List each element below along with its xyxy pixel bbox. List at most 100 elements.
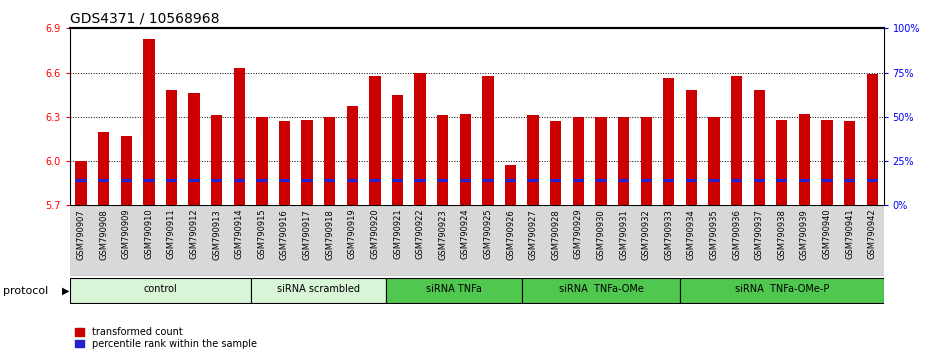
Bar (527, 115, 538, 205)
Bar (590, 205, 612, 276)
Text: GSM790937: GSM790937 (754, 209, 764, 260)
Bar (641, 179, 652, 182)
Bar (483, 179, 494, 182)
Bar (522, 205, 544, 276)
Bar (296, 205, 318, 276)
Bar (211, 115, 222, 205)
Bar (318, 205, 341, 276)
Legend: transformed count, percentile rank within the sample: transformed count, percentile rank withi… (74, 327, 257, 349)
Text: siRNA  TNFa-OMe: siRNA TNFa-OMe (559, 284, 644, 294)
Bar (799, 114, 810, 205)
Text: GSM790910: GSM790910 (144, 209, 153, 259)
Bar (301, 179, 312, 182)
Bar (505, 179, 516, 182)
Text: GSM790932: GSM790932 (642, 209, 651, 259)
Text: GSM790940: GSM790940 (822, 209, 831, 259)
Bar (793, 205, 816, 276)
Bar (844, 179, 856, 182)
Bar (392, 179, 404, 182)
Text: GSM790911: GSM790911 (167, 209, 176, 259)
Text: GSM790908: GSM790908 (100, 209, 108, 259)
Bar (369, 179, 380, 182)
Text: GSM790915: GSM790915 (258, 209, 266, 259)
Bar (709, 117, 720, 205)
Text: GSM790926: GSM790926 (506, 209, 515, 259)
Bar (725, 205, 748, 276)
Bar (544, 205, 567, 276)
Bar (432, 205, 454, 276)
Bar (75, 161, 86, 205)
Text: GSM790922: GSM790922 (416, 209, 425, 259)
Bar (206, 205, 228, 276)
Text: siRNA  TNFa-OMe-P: siRNA TNFa-OMe-P (735, 284, 829, 294)
Bar (369, 75, 380, 205)
Bar (550, 179, 562, 182)
Bar (138, 205, 160, 276)
Text: GSM790928: GSM790928 (551, 209, 560, 259)
Bar (189, 179, 200, 182)
Bar (663, 179, 674, 182)
Bar (437, 179, 448, 182)
Bar (748, 205, 770, 276)
Text: GSM790907: GSM790907 (76, 209, 86, 259)
Text: GDS4371 / 10568968: GDS4371 / 10568968 (70, 12, 219, 26)
Text: GSM790916: GSM790916 (280, 209, 289, 259)
Bar (121, 136, 132, 205)
Bar (522, 278, 680, 303)
Bar (618, 117, 630, 205)
Bar (437, 115, 448, 205)
Bar (709, 179, 720, 182)
Bar (341, 205, 364, 276)
Text: GSM790925: GSM790925 (484, 209, 492, 259)
Text: GSM790931: GSM790931 (619, 209, 628, 259)
Bar (685, 179, 697, 182)
Bar (250, 205, 273, 276)
Text: GSM790914: GSM790914 (234, 209, 244, 259)
Bar (505, 166, 516, 205)
Bar (392, 95, 404, 205)
Bar (680, 278, 884, 303)
Bar (573, 179, 584, 182)
Bar (635, 205, 658, 276)
Bar (753, 90, 764, 205)
Bar (685, 90, 697, 205)
Bar (680, 205, 703, 276)
Text: GSM790936: GSM790936 (732, 209, 741, 260)
Bar (821, 120, 832, 205)
Bar (816, 205, 838, 276)
Bar (499, 205, 522, 276)
Bar (703, 205, 725, 276)
Text: GSM790919: GSM790919 (348, 209, 357, 259)
Text: GSM790923: GSM790923 (438, 209, 447, 259)
Bar (459, 179, 471, 182)
Bar (228, 205, 250, 276)
Bar (115, 205, 138, 276)
Bar (415, 73, 426, 205)
Bar (75, 179, 86, 182)
Bar (160, 205, 183, 276)
Bar (867, 74, 878, 205)
Bar (844, 121, 856, 205)
Text: siRNA scrambled: siRNA scrambled (277, 284, 360, 294)
Text: GSM790934: GSM790934 (687, 209, 696, 259)
Bar (301, 120, 312, 205)
Bar (233, 179, 245, 182)
Text: GSM790938: GSM790938 (777, 209, 786, 260)
Text: GSM790918: GSM790918 (326, 209, 334, 259)
Bar (770, 205, 793, 276)
Text: siRNA TNFa: siRNA TNFa (426, 284, 482, 294)
Bar (567, 205, 590, 276)
Text: protocol: protocol (3, 286, 48, 296)
Bar (731, 75, 742, 205)
Bar (347, 179, 358, 182)
Bar (612, 205, 635, 276)
Bar (821, 179, 832, 182)
Bar (98, 132, 110, 205)
Bar (324, 179, 336, 182)
Text: GSM790933: GSM790933 (664, 209, 673, 260)
Text: GSM790924: GSM790924 (461, 209, 470, 259)
Bar (777, 120, 788, 205)
Bar (658, 205, 680, 276)
Text: ▶: ▶ (62, 286, 70, 296)
Text: GSM790939: GSM790939 (800, 209, 809, 259)
